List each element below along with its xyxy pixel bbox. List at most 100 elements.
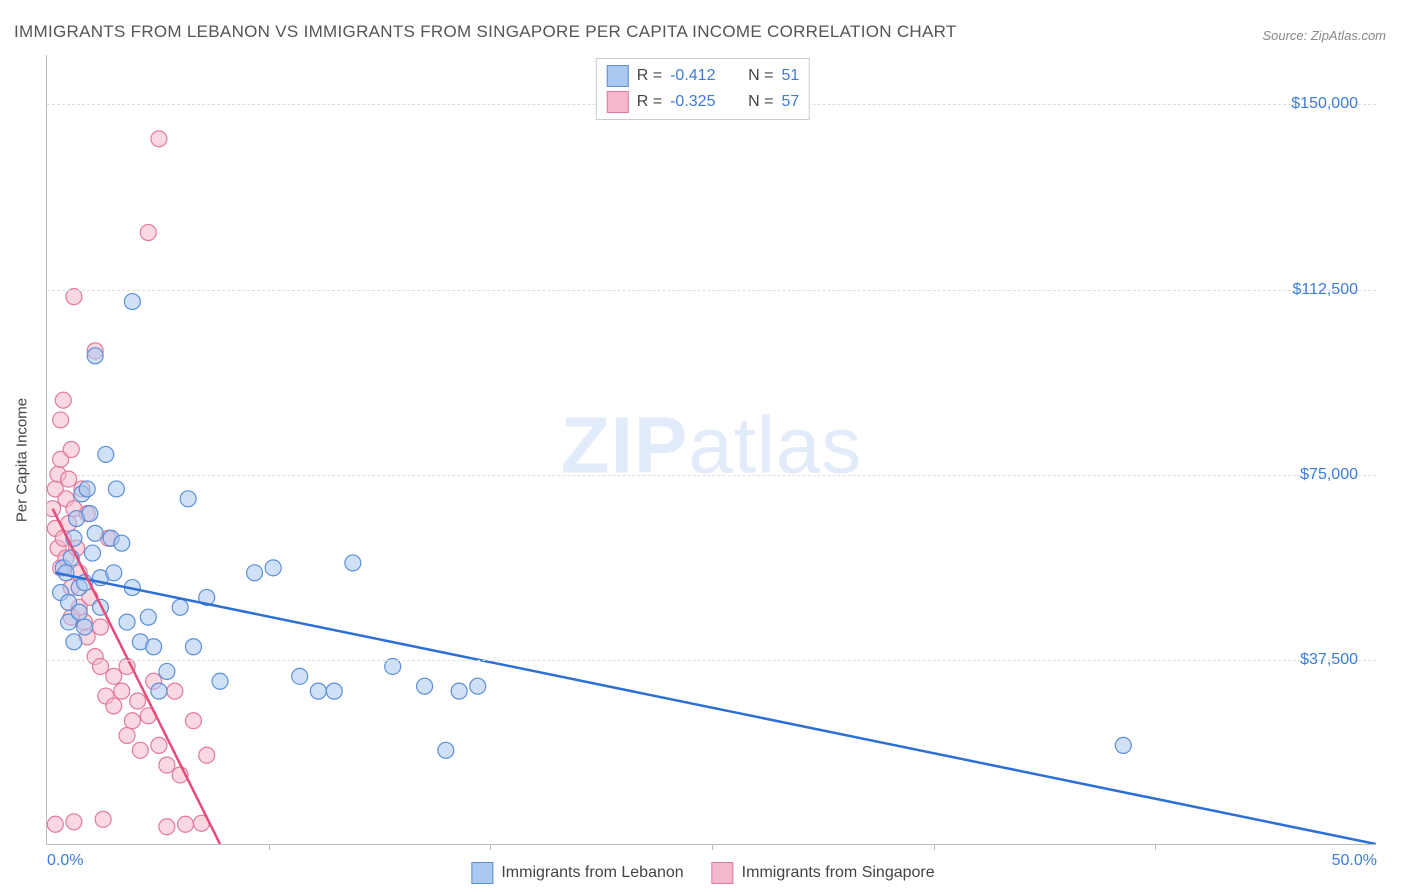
scatter-point bbox=[385, 658, 401, 674]
scatter-point bbox=[470, 678, 486, 694]
scatter-point bbox=[87, 348, 103, 364]
y-tick-label: $75,000 bbox=[1300, 466, 1358, 484]
scatter-point bbox=[95, 811, 111, 827]
scatter-point bbox=[74, 481, 90, 497]
scatter-point bbox=[159, 819, 175, 835]
scatter-point bbox=[47, 816, 63, 832]
scatter-point bbox=[98, 446, 114, 462]
scatter-point bbox=[79, 506, 95, 522]
scatter-point bbox=[58, 565, 74, 581]
chart-title: IMMIGRANTS FROM LEBANON VS IMMIGRANTS FR… bbox=[14, 22, 957, 42]
scatter-point bbox=[140, 225, 156, 241]
scatter-point bbox=[167, 683, 183, 699]
scatter-point bbox=[193, 815, 209, 831]
scatter-point bbox=[417, 678, 433, 694]
scatter-point bbox=[71, 599, 87, 615]
scatter-point bbox=[82, 589, 98, 605]
y-tick-label: $150,000 bbox=[1291, 95, 1358, 113]
scatter-point bbox=[92, 619, 108, 635]
scatter-point bbox=[61, 471, 77, 487]
scatter-point bbox=[55, 530, 71, 546]
n-value: 57 bbox=[781, 93, 799, 111]
scatter-point bbox=[61, 614, 77, 630]
scatter-point bbox=[151, 131, 167, 147]
scatter-point bbox=[87, 525, 103, 541]
scatter-point bbox=[199, 747, 215, 763]
scatter-point bbox=[66, 530, 82, 546]
scatter-point bbox=[61, 594, 77, 610]
legend-series-label: Immigrants from Singapore bbox=[742, 864, 935, 882]
legend-correlation-row: R =-0.325N =57 bbox=[607, 89, 799, 115]
legend-correlation: R =-0.412N =51R =-0.325N =57 bbox=[596, 58, 810, 120]
n-value: 51 bbox=[781, 67, 799, 85]
x-minor-tick bbox=[269, 844, 270, 850]
scatter-point bbox=[151, 737, 167, 753]
scatter-point bbox=[106, 668, 122, 684]
scatter-point bbox=[247, 565, 263, 581]
gridline bbox=[47, 290, 1376, 291]
scatter-point bbox=[63, 550, 79, 566]
chart-container: IMMIGRANTS FROM LEBANON VS IMMIGRANTS FR… bbox=[0, 0, 1406, 892]
scatter-point bbox=[53, 585, 69, 601]
trend-line bbox=[53, 509, 220, 844]
scatter-point bbox=[77, 575, 93, 591]
scatter-point bbox=[63, 580, 79, 596]
scatter-point bbox=[77, 614, 93, 630]
scatter-point bbox=[132, 634, 148, 650]
watermark: ZIPatlas bbox=[561, 399, 862, 491]
scatter-point bbox=[1115, 737, 1131, 753]
scatter-point bbox=[92, 570, 108, 586]
legend-series: Immigrants from Lebanon Immigrants from S… bbox=[471, 862, 934, 884]
scatter-point bbox=[130, 693, 146, 709]
trend-line bbox=[55, 573, 1375, 844]
scatter-point bbox=[124, 294, 140, 310]
scatter-point bbox=[61, 515, 77, 531]
scatter-point bbox=[345, 555, 361, 571]
y-axis-label: Per Capita Income bbox=[14, 398, 31, 522]
scatter-point bbox=[71, 565, 87, 581]
scatter-point bbox=[103, 530, 119, 546]
scatter-point bbox=[151, 683, 167, 699]
scatter-point bbox=[53, 451, 69, 467]
legend-swatch bbox=[712, 862, 734, 884]
r-value: -0.412 bbox=[670, 67, 730, 85]
x-minor-tick bbox=[934, 844, 935, 850]
scatter-point bbox=[47, 520, 63, 536]
scatter-point bbox=[185, 713, 201, 729]
scatter-point bbox=[79, 629, 95, 645]
y-tick-label: $37,500 bbox=[1300, 651, 1358, 669]
scatter-point bbox=[451, 683, 467, 699]
y-tick-label: $112,500 bbox=[1292, 281, 1358, 299]
r-label: R = bbox=[637, 67, 662, 85]
source-attribution: Source: ZipAtlas.com bbox=[1262, 28, 1386, 43]
x-minor-tick bbox=[1155, 844, 1156, 850]
scatter-point bbox=[92, 599, 108, 615]
r-value: -0.325 bbox=[670, 93, 730, 111]
scatter-point bbox=[119, 728, 135, 744]
scatter-point bbox=[180, 491, 196, 507]
scatter-point bbox=[69, 511, 85, 527]
x-tick-label: 50.0% bbox=[1332, 852, 1377, 870]
gridline bbox=[47, 475, 1376, 476]
scatter-point bbox=[92, 658, 108, 674]
x-minor-tick bbox=[490, 844, 491, 850]
x-minor-tick bbox=[712, 844, 713, 850]
scatter-point bbox=[185, 639, 201, 655]
scatter-point bbox=[438, 742, 454, 758]
scatter-point bbox=[71, 604, 87, 620]
scatter-point bbox=[69, 540, 85, 556]
scatter-point bbox=[310, 683, 326, 699]
scatter-point bbox=[63, 609, 79, 625]
scatter-point bbox=[87, 343, 103, 359]
scatter-point bbox=[140, 708, 156, 724]
legend-series-label: Immigrants from Lebanon bbox=[501, 864, 683, 882]
scatter-point bbox=[58, 550, 74, 566]
scatter-point bbox=[140, 609, 156, 625]
legend-swatch bbox=[607, 65, 629, 87]
scatter-point bbox=[71, 580, 87, 596]
scatter-point bbox=[132, 742, 148, 758]
scatter-point bbox=[53, 412, 69, 428]
scatter-point bbox=[212, 673, 228, 689]
legend-swatch bbox=[607, 91, 629, 113]
r-label: R = bbox=[637, 93, 662, 111]
